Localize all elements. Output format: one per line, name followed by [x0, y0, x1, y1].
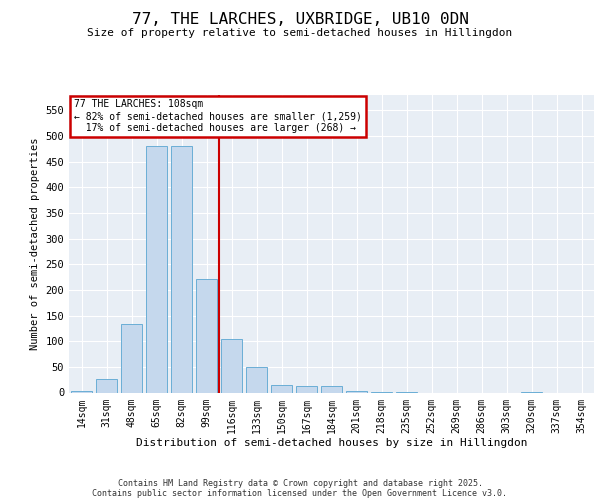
Bar [271, 386, 292, 392]
Text: 77, THE LARCHES, UXBRIDGE, UB10 0DN: 77, THE LARCHES, UXBRIDGE, UB10 0DN [131, 12, 469, 28]
Text: Contains public sector information licensed under the Open Government Licence v3: Contains public sector information licen… [92, 488, 508, 498]
Bar [321, 386, 342, 392]
Y-axis label: Number of semi-detached properties: Number of semi-detached properties [30, 138, 40, 350]
Text: 77 THE LARCHES: 108sqm
← 82% of semi-detached houses are smaller (1,259)
  17% o: 77 THE LARCHES: 108sqm ← 82% of semi-det… [74, 100, 362, 132]
Bar [146, 146, 167, 392]
Bar [121, 324, 142, 392]
Bar [221, 338, 242, 392]
Bar [346, 391, 367, 392]
X-axis label: Distribution of semi-detached houses by size in Hillingdon: Distribution of semi-detached houses by … [136, 438, 527, 448]
Bar [296, 386, 317, 392]
Bar [246, 367, 267, 392]
Bar [196, 278, 217, 392]
Text: Contains HM Land Registry data © Crown copyright and database right 2025.: Contains HM Land Registry data © Crown c… [118, 478, 482, 488]
Bar [96, 378, 117, 392]
Bar [171, 146, 192, 392]
Text: Size of property relative to semi-detached houses in Hillingdon: Size of property relative to semi-detach… [88, 28, 512, 38]
